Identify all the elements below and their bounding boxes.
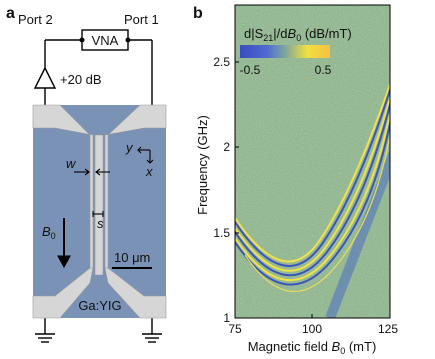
- panel-label: a: [6, 5, 15, 22]
- panel-label: b: [193, 5, 203, 22]
- path-shape: [235, 81, 390, 263]
- colorbar-title-part: 21: [263, 33, 273, 43]
- x-axis-label-part: 0: [340, 346, 345, 356]
- axis-label: x: [145, 164, 153, 179]
- colorbar-tick-label: 0.5: [315, 63, 332, 77]
- path-shape: [325, 149, 390, 318]
- annotations: [57, 146, 154, 269]
- subscript: 0: [51, 231, 56, 241]
- colorbar-title-part: 0: [296, 33, 301, 43]
- node: [79, 37, 85, 43]
- polygon-shape: [57, 255, 71, 269]
- x-axis-label-part: (mT): [345, 339, 376, 354]
- g-shape: [235, 81, 390, 292]
- material-label: Ga:YIG: [78, 298, 121, 313]
- spacing-label: s: [97, 216, 104, 231]
- amplifier-label: +20 dB: [60, 72, 102, 87]
- y-tick-label: 1: [223, 311, 230, 325]
- x-tick-label: 75: [228, 322, 242, 336]
- circuit: [33, 29, 162, 343]
- x-tick-label: 125: [378, 322, 398, 336]
- y-tick-label: 1.5: [213, 226, 230, 240]
- polygon-shape: [32, 267, 94, 319]
- path-shape: [235, 86, 390, 267]
- path-shape: [235, 109, 390, 282]
- colorbar-tick-label: -0.5: [240, 63, 261, 77]
- analyzer-label: VNA: [92, 33, 119, 48]
- y-axis-label: Frequency (GHz): [195, 115, 210, 215]
- polyline-shape: [95, 168, 101, 176]
- width-label: w: [66, 156, 77, 171]
- colorbar: [240, 45, 330, 58]
- x-tick-label: 100: [302, 322, 322, 336]
- colorbar-title-part: (dB/mT): [301, 26, 352, 41]
- scale-bar-label: 10 μm: [114, 250, 150, 265]
- field-label: B0: [42, 224, 56, 241]
- polyline-shape: [146, 159, 154, 164]
- x-axis-label-part: Magnetic field: [248, 339, 332, 354]
- path-shape: [235, 117, 390, 286]
- path-shape: [244, 131, 390, 292]
- polyline-shape: [84, 168, 90, 176]
- x-axis-label: Magnetic field B0 (mT): [248, 339, 377, 356]
- colorbar-title-part: B: [288, 26, 297, 41]
- port-label: Port 2: [18, 12, 53, 27]
- x-axis-label-part: B: [332, 339, 341, 354]
- path-shape: [235, 100, 390, 277]
- colorbar-title-part: |/d: [273, 26, 287, 41]
- ticks: [235, 61, 313, 319]
- electrodes: [32, 104, 167, 319]
- port-label: Port 1: [124, 12, 159, 27]
- y-tick-label: 2.5: [213, 55, 230, 69]
- rect-shape: [94, 134, 104, 276]
- y-tick-label: 2: [223, 140, 230, 154]
- polygon-shape: [104, 267, 167, 319]
- polygon-shape: [33, 66, 57, 89]
- node: [125, 37, 131, 43]
- colorbar-title: d|S21|/dB0 (dB/mT): [244, 26, 352, 43]
- path-shape: [235, 94, 390, 272]
- field-symbol: B: [42, 224, 51, 239]
- polyline-shape: [137, 146, 142, 154]
- colorbar-title-part: d|S: [244, 26, 264, 41]
- axis-label: y: [125, 140, 134, 155]
